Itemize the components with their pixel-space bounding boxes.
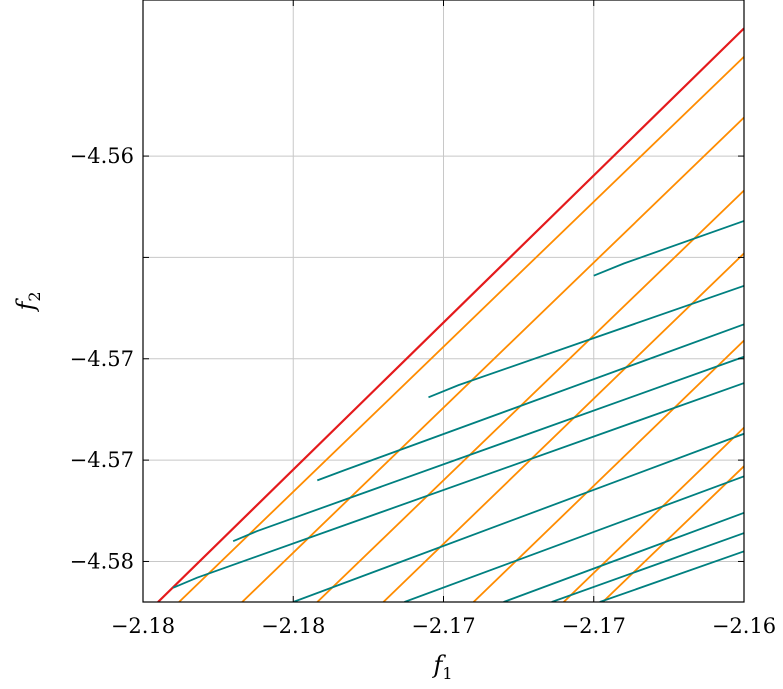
series-line-orange: [563, 427, 744, 602]
series-line-orange: [382, 252, 744, 602]
y-axis-title: f2: [12, 291, 44, 312]
series-line-teal: [599, 550, 744, 602]
x-tick-label: −2.18: [111, 614, 175, 638]
y-tick-label: −4.56: [70, 144, 134, 168]
series-line-orange: [178, 56, 744, 602]
series-line-teal: [232, 355, 744, 543]
series-line-orange: [602, 465, 744, 602]
y-tick-label: −4.57: [70, 448, 134, 472]
series-line-red: [157, 27, 744, 602]
y-tick-label: −4.58: [70, 549, 134, 573]
series-line-teal: [593, 220, 744, 277]
series-line-orange: [316, 189, 744, 602]
series-line-teal: [316, 323, 744, 482]
series-line-orange: [472, 339, 744, 602]
x-tick-label: −2.17: [562, 614, 626, 638]
series-line-teal: [503, 511, 744, 602]
series-line-orange: [241, 116, 744, 602]
y-tick-label: −4.57: [70, 347, 134, 371]
x-tick-label: −2.17: [411, 614, 475, 638]
series-line-teal: [551, 532, 744, 602]
series-group: [157, 27, 744, 602]
x-tick-label: −2.16: [712, 614, 776, 638]
series-line-teal: [172, 382, 744, 589]
x-axis-title: f1: [431, 651, 452, 683]
series-line-teal: [428, 284, 744, 399]
series-line-teal: [404, 475, 744, 602]
ticks: −2.18 −2.18 −2.17 −2.17 −2.16 −4.58 −4.57 −4.57…: [70, 0, 776, 638]
series-line-teal: [292, 432, 744, 602]
x-tick-label: −2.18: [261, 614, 325, 638]
grid: [142, 0, 745, 602]
